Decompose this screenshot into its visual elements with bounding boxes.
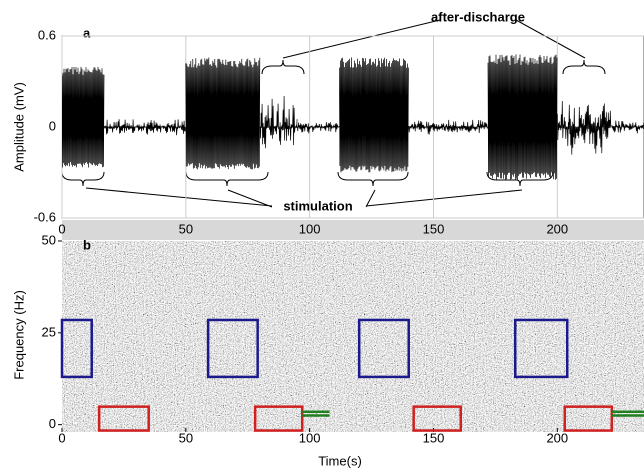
x-tick-label: 0 xyxy=(58,221,65,236)
y-tick-label: -0.6 xyxy=(34,209,56,224)
annotation: stimulation xyxy=(283,198,352,213)
highlight-box xyxy=(97,405,150,432)
signal-segment xyxy=(296,122,340,134)
signal-segment xyxy=(408,119,489,135)
highlight-box xyxy=(563,405,614,432)
axis-strip xyxy=(62,220,644,240)
signal-segment xyxy=(62,66,105,168)
highlight-box xyxy=(412,405,462,432)
x-tick-label: 50 xyxy=(179,430,193,445)
y-axis-label: Frequency (Hz) xyxy=(11,290,26,380)
x-tick-label: 200 xyxy=(546,221,568,236)
x-tick-label: 50 xyxy=(179,221,193,236)
highlight-box xyxy=(357,318,410,379)
signal-segment xyxy=(487,54,558,180)
x-tick-label: 100 xyxy=(299,221,321,236)
y-tick-label: 50 xyxy=(42,232,56,247)
spectrogram-image xyxy=(62,241,644,432)
x-tick-label: 150 xyxy=(423,221,445,236)
x-tick-label: 100 xyxy=(299,430,321,445)
highlight-box xyxy=(60,318,93,379)
annotation: after-discharge xyxy=(431,9,525,24)
signal-segment xyxy=(259,95,298,149)
signal-segment xyxy=(611,120,644,134)
y-tick-label: 25 xyxy=(42,324,56,339)
highlight-box xyxy=(253,405,304,432)
y-axis-label: Amplitude (mV) xyxy=(11,82,26,172)
y-tick-label: 0 xyxy=(49,118,56,133)
signal-segment xyxy=(103,119,186,136)
y-tick-label: 0.6 xyxy=(38,27,56,42)
signal-segment xyxy=(185,57,261,170)
highlight-box xyxy=(206,318,259,379)
y-tick-label: 0 xyxy=(49,416,56,431)
trace xyxy=(62,54,644,180)
highlight-box xyxy=(513,318,569,379)
signal-segment xyxy=(339,57,409,173)
panel-label: b xyxy=(83,237,91,252)
x-tick-label: 0 xyxy=(58,430,65,445)
signal-segment xyxy=(556,100,612,155)
x-tick-label: 150 xyxy=(423,430,445,445)
panel-label: a xyxy=(83,25,91,40)
x-axis-label: Time(s) xyxy=(318,453,362,468)
x-tick-label: 200 xyxy=(546,430,568,445)
